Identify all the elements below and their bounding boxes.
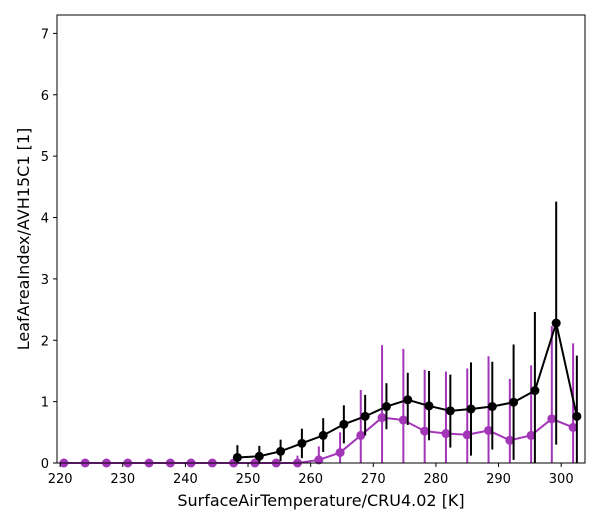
data-point (318, 430, 328, 440)
data-point (254, 451, 264, 461)
series-1 (59, 326, 578, 468)
data-point (530, 386, 540, 396)
y-axis-ticks: 0 1 2 3 4 5 6 7 (41, 27, 57, 472)
data-point (297, 438, 307, 448)
y-axis-label: LeafAreaIndex/AVH15C1 [1] (14, 128, 33, 351)
data-point (360, 411, 370, 421)
data-point (335, 448, 345, 458)
data-point (526, 430, 536, 440)
y-tick-label: 6 (41, 89, 49, 104)
data-point (356, 430, 366, 440)
y-tick-label: 4 (41, 212, 49, 227)
y-tick-label: 5 (41, 150, 49, 165)
x-tick-label: 300 (549, 472, 574, 487)
data-point (339, 419, 349, 429)
plot-frame (56, 14, 586, 464)
x-axis-label: SurfaceAirTemperature/CRU4.02 [K] (177, 491, 464, 510)
data-point (466, 404, 476, 414)
x-tick-label: 280 (424, 472, 449, 487)
data-point (232, 452, 242, 462)
x-tick-label: 270 (361, 472, 386, 487)
data-point (547, 414, 557, 424)
x-tick-label: 220 (48, 472, 73, 487)
data-point (276, 446, 286, 456)
data-point (462, 430, 472, 440)
data-point (551, 318, 561, 328)
y-tick-label: 3 (41, 273, 49, 288)
data-point (487, 402, 497, 412)
series-0 (232, 201, 582, 463)
data-point (572, 411, 582, 421)
data-point (445, 406, 455, 416)
x-tick-label: 250 (236, 472, 261, 487)
data-point (424, 401, 434, 411)
data-point (568, 422, 578, 432)
x-tick-label: 230 (110, 472, 135, 487)
x-axis-ticks: 220 230 240 250 260 270 280 290 300 (48, 463, 574, 487)
data-point (505, 435, 515, 445)
y-tick-label: 0 (41, 457, 49, 472)
data-point (377, 413, 387, 423)
data-point (398, 415, 408, 425)
data-point (420, 426, 430, 436)
y-tick-label: 1 (41, 396, 49, 411)
x-tick-label: 260 (298, 472, 323, 487)
data-point (484, 425, 494, 435)
x-tick-label: 240 (173, 472, 198, 487)
data-point (441, 429, 451, 439)
plot-area (59, 201, 582, 468)
x-tick-label: 290 (486, 472, 511, 487)
y-tick-label: 2 (41, 334, 49, 349)
data-point (314, 455, 324, 465)
data-point (381, 402, 391, 412)
data-point (509, 397, 519, 407)
y-tick-label: 7 (41, 27, 49, 42)
data-point (403, 395, 413, 405)
